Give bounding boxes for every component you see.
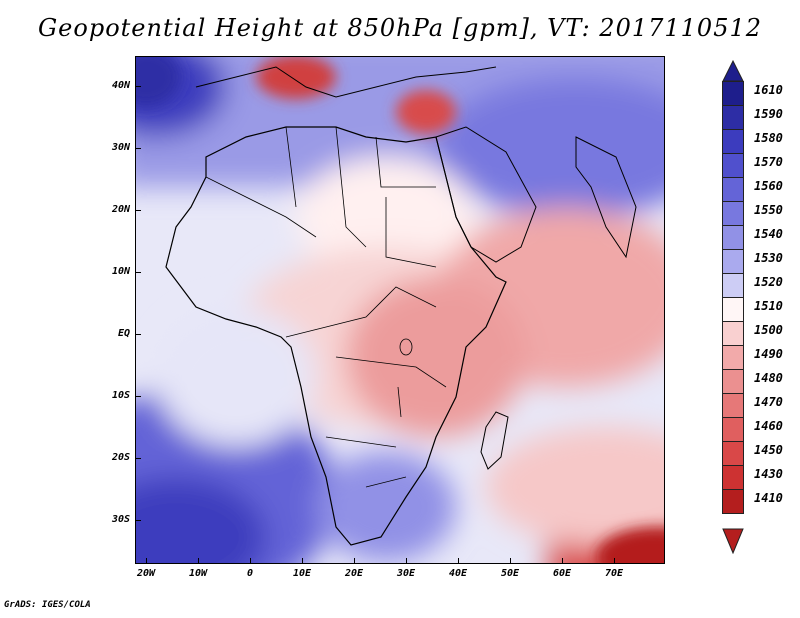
field-se-core [596,527,664,563]
lon-label-40e: 40E [448,568,468,579]
lon-tick [614,558,615,564]
legend-label-1580: 1580 [754,131,783,145]
legend-swatch [722,273,744,298]
legend-bottom-arrow [722,528,744,554]
legend-swatch [722,345,744,370]
lat-label-20n: 20N [111,204,130,215]
legend-swatch [722,105,744,130]
legend-label-1550: 1550 [754,203,783,217]
lon-label-10w: 10W [188,568,208,579]
lon-tick [458,558,459,564]
field-gulf-white [156,307,316,447]
lon-label-10e: 10E [292,568,312,579]
legend-label-1510: 1510 [754,299,783,313]
legend-swatch [722,489,744,514]
lon-label-30e: 30E [396,568,416,579]
field-sw-core [136,477,266,563]
legend-label-1450: 1450 [754,443,783,457]
legend-label-1460: 1460 [754,419,783,433]
lake-tanganyika [397,386,402,418]
india-coastline [575,136,637,259]
lon-tick [198,558,199,564]
africa-coastline [165,126,507,546]
legend-top-arrow-shape [722,60,744,82]
lat-tick [135,396,141,397]
lon-label-60e: 60E [552,568,572,579]
madagascar-coastline [480,411,509,470]
legend-color-bar [722,81,744,514]
legend-swatch [722,369,744,394]
lat-label-10s: 10S [111,390,130,401]
country-borders [205,126,447,488]
legend-label-1590: 1590 [754,107,783,121]
field-se-pink [486,427,664,547]
lon-tick [354,558,355,564]
lat-label-10n: 10N [111,266,130,277]
legend-label-1430: 1430 [754,467,783,481]
legend-swatch [722,225,744,250]
lat-label-20s: 20S [111,452,130,463]
legend-label-1540: 1540 [754,227,783,241]
lat-label-30s: 30S [111,514,130,525]
legend-swatch [722,153,744,178]
lon-label-0: 0 [246,568,254,579]
legend-label-1560: 1560 [754,179,783,193]
arabia-coastline [435,126,537,263]
legend-swatch [722,441,744,466]
legend-label-1470: 1470 [754,395,783,409]
lat-tick [135,458,141,459]
lat-tick [135,520,141,521]
legend-bottom-arrow-shape [722,528,744,554]
field-ne-blue [436,77,664,217]
legend-swatch [722,321,744,346]
legend-swatch [722,393,744,418]
field-nw-core [136,57,181,107]
field-south-africa-blue [316,452,456,562]
geopotential-field [136,57,664,563]
lat-tick [135,86,141,87]
legend-swatch [722,249,744,274]
legend-label-1480: 1480 [754,371,783,385]
legend-swatch [722,129,744,154]
map-plot-area [135,56,665,564]
legend-label-1410: 1410 [754,491,783,505]
lon-tick [146,558,147,564]
lon-label-20w: 20W [136,568,156,579]
lat-tick [135,148,141,149]
legend-swatch [722,81,744,106]
lat-label-eq: EQ [117,328,130,339]
lat-tick [135,334,141,335]
legend-label-1530: 1530 [754,251,783,265]
legend-label-1500: 1500 [754,323,783,337]
lon-label-70e: 70E [604,568,624,579]
legend-swatch [722,465,744,490]
lon-tick [510,558,511,564]
legend-swatch [722,201,744,226]
legend-label-1520: 1520 [754,275,783,289]
legend-swatch [722,177,744,202]
legend-label-1490: 1490 [754,347,783,361]
lon-label-50e: 50E [500,568,520,579]
footer-credit: GrADS: IGES/COLA [4,600,91,610]
chart-title: Geopotential Height at 850hPa [gpm], VT:… [38,14,762,42]
lake-victoria [399,338,413,356]
field-levant-low [396,90,456,134]
lat-label-40n: 40N [111,80,130,91]
lat-label-30n: 30N [111,142,130,153]
lon-tick [302,558,303,564]
legend-swatch [722,417,744,442]
lon-tick [562,558,563,564]
legend-label-1570: 1570 [754,155,783,169]
lon-tick [250,558,251,564]
europe-coastline [195,66,497,98]
lon-tick [406,558,407,564]
lat-tick [135,272,141,273]
field-central-africa-low [346,277,526,437]
legend-top-arrow [722,60,744,82]
legend-label-1610: 1610 [754,83,783,97]
lon-label-20e: 20E [344,568,364,579]
legend-swatch [722,297,744,322]
lat-tick [135,210,141,211]
